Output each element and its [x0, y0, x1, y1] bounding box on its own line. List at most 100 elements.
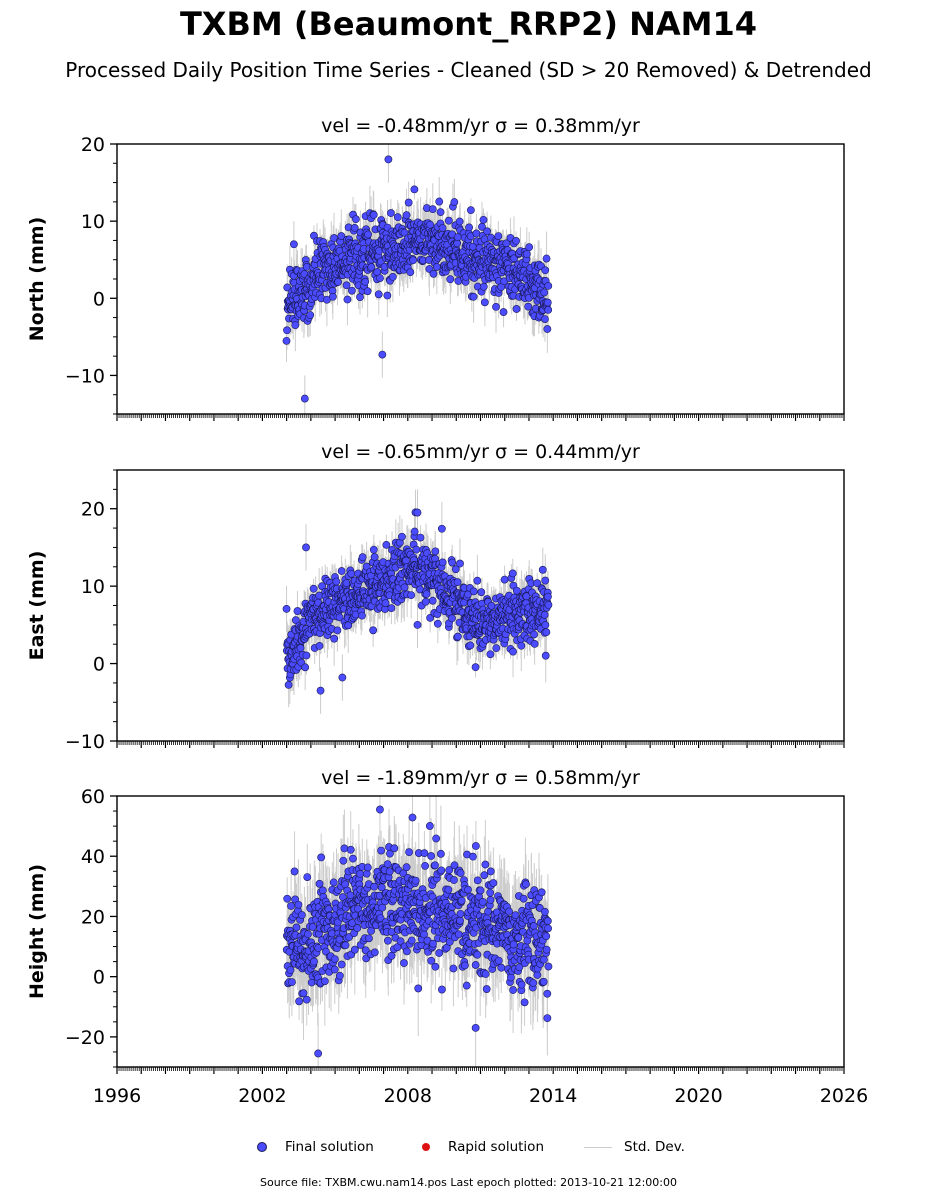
outlier-point: [338, 673, 347, 682]
data-point: [499, 308, 508, 316]
data-point: [309, 584, 318, 593]
data-point: [544, 281, 553, 290]
outlier-point: [302, 543, 310, 552]
data-point: [438, 224, 447, 232]
data-point: [337, 567, 346, 575]
data-point: [347, 569, 356, 578]
data-point: [386, 209, 395, 217]
data-point: [369, 626, 378, 635]
data-point: [512, 586, 521, 595]
data-point: [407, 591, 416, 600]
data-point: [438, 558, 447, 567]
data-point: [416, 533, 425, 542]
data-point: [358, 553, 367, 562]
data-point: [525, 243, 534, 252]
data-point: [492, 644, 501, 653]
y-tick-label: 0: [93, 654, 105, 676]
data-point: [530, 639, 539, 648]
data-point: [456, 559, 464, 568]
y-tick-label: 20: [81, 499, 105, 521]
data-point: [429, 269, 438, 278]
outlier-point: [384, 155, 393, 164]
data-point: [393, 213, 402, 222]
y-axis-label-2: Height (mm): [26, 864, 48, 999]
data-point: [541, 266, 550, 275]
data-point: [283, 326, 291, 335]
data-point: [542, 628, 551, 637]
data-point: [494, 232, 503, 240]
data-point: [421, 597, 430, 606]
data-point: [337, 232, 346, 240]
data-point: [332, 577, 341, 586]
data-point: [543, 325, 552, 333]
data-point: [398, 532, 406, 541]
data-point: [465, 223, 473, 232]
data-point: [428, 205, 437, 214]
data-point: [369, 545, 378, 554]
panel-2: vel = -1.89mm/yr σ = 0.58mm/yr Height (mm…: [26, 767, 868, 1107]
data-point: [453, 578, 462, 587]
data-point: [364, 230, 372, 239]
data-point: [369, 210, 378, 219]
data-point: [350, 223, 359, 232]
data-point: [306, 311, 315, 319]
data-point: [402, 211, 411, 220]
data-point: [446, 275, 455, 284]
data-point: [544, 306, 553, 314]
panel-0: vel = -0.48mm/yr σ = 0.38mm/yr North (mm)…: [26, 115, 845, 421]
data-point: [400, 583, 409, 592]
y-tick-label: −10: [65, 365, 105, 387]
data-point: [315, 641, 324, 650]
panel-1: vel = -0.65mm/yr σ = 0.44mm/yr East (mm) −…: [26, 441, 845, 753]
data-point: [512, 305, 521, 313]
outlier-point: [300, 394, 309, 403]
data-point: [479, 215, 488, 224]
data-point: [455, 217, 464, 226]
data-point: [367, 263, 376, 272]
data-point: [343, 295, 352, 304]
data-point: [486, 650, 495, 659]
data-point: [453, 632, 462, 641]
data-point: [334, 278, 342, 286]
y-tick-label: 0: [93, 288, 105, 310]
data-point: [410, 185, 419, 194]
data-point: [348, 286, 356, 295]
y-tick-label: 20: [81, 134, 105, 156]
data-point: [342, 281, 351, 290]
data-point: [517, 641, 526, 650]
data-point: [471, 663, 480, 672]
data-point: [370, 553, 379, 561]
y-axis-label-1: East (mm): [26, 551, 48, 661]
data-point: [412, 545, 421, 554]
final-solution-points-1: [282, 508, 553, 695]
figure-title: TXBM (Beaumont_RRP2) NAM14: [179, 5, 758, 43]
data-point: [422, 590, 431, 598]
data-point: [296, 644, 305, 653]
data-point: [448, 614, 456, 623]
data-point: [500, 575, 509, 584]
data-point: [444, 216, 453, 225]
data-point: [283, 283, 292, 292]
data-point: [435, 197, 444, 206]
data-point: [450, 198, 459, 206]
data-point: [480, 298, 489, 307]
data-point: [477, 588, 486, 597]
data-point: [432, 263, 441, 271]
data-point: [541, 315, 549, 323]
data-point: [351, 215, 360, 224]
data-point: [382, 540, 391, 549]
data-point: [540, 610, 549, 619]
data-point: [437, 524, 446, 533]
data-point: [406, 268, 415, 277]
outlier-point: [413, 508, 422, 517]
data-point: [374, 290, 383, 299]
outlier-point: [316, 686, 325, 695]
data-point: [483, 227, 492, 236]
data-point: [302, 651, 311, 660]
data-point: [522, 250, 531, 258]
data-point: [356, 293, 364, 302]
data-point: [404, 198, 413, 207]
data-point: [387, 604, 396, 613]
data-point: [508, 569, 517, 578]
final-solution-points-0: [282, 155, 553, 403]
